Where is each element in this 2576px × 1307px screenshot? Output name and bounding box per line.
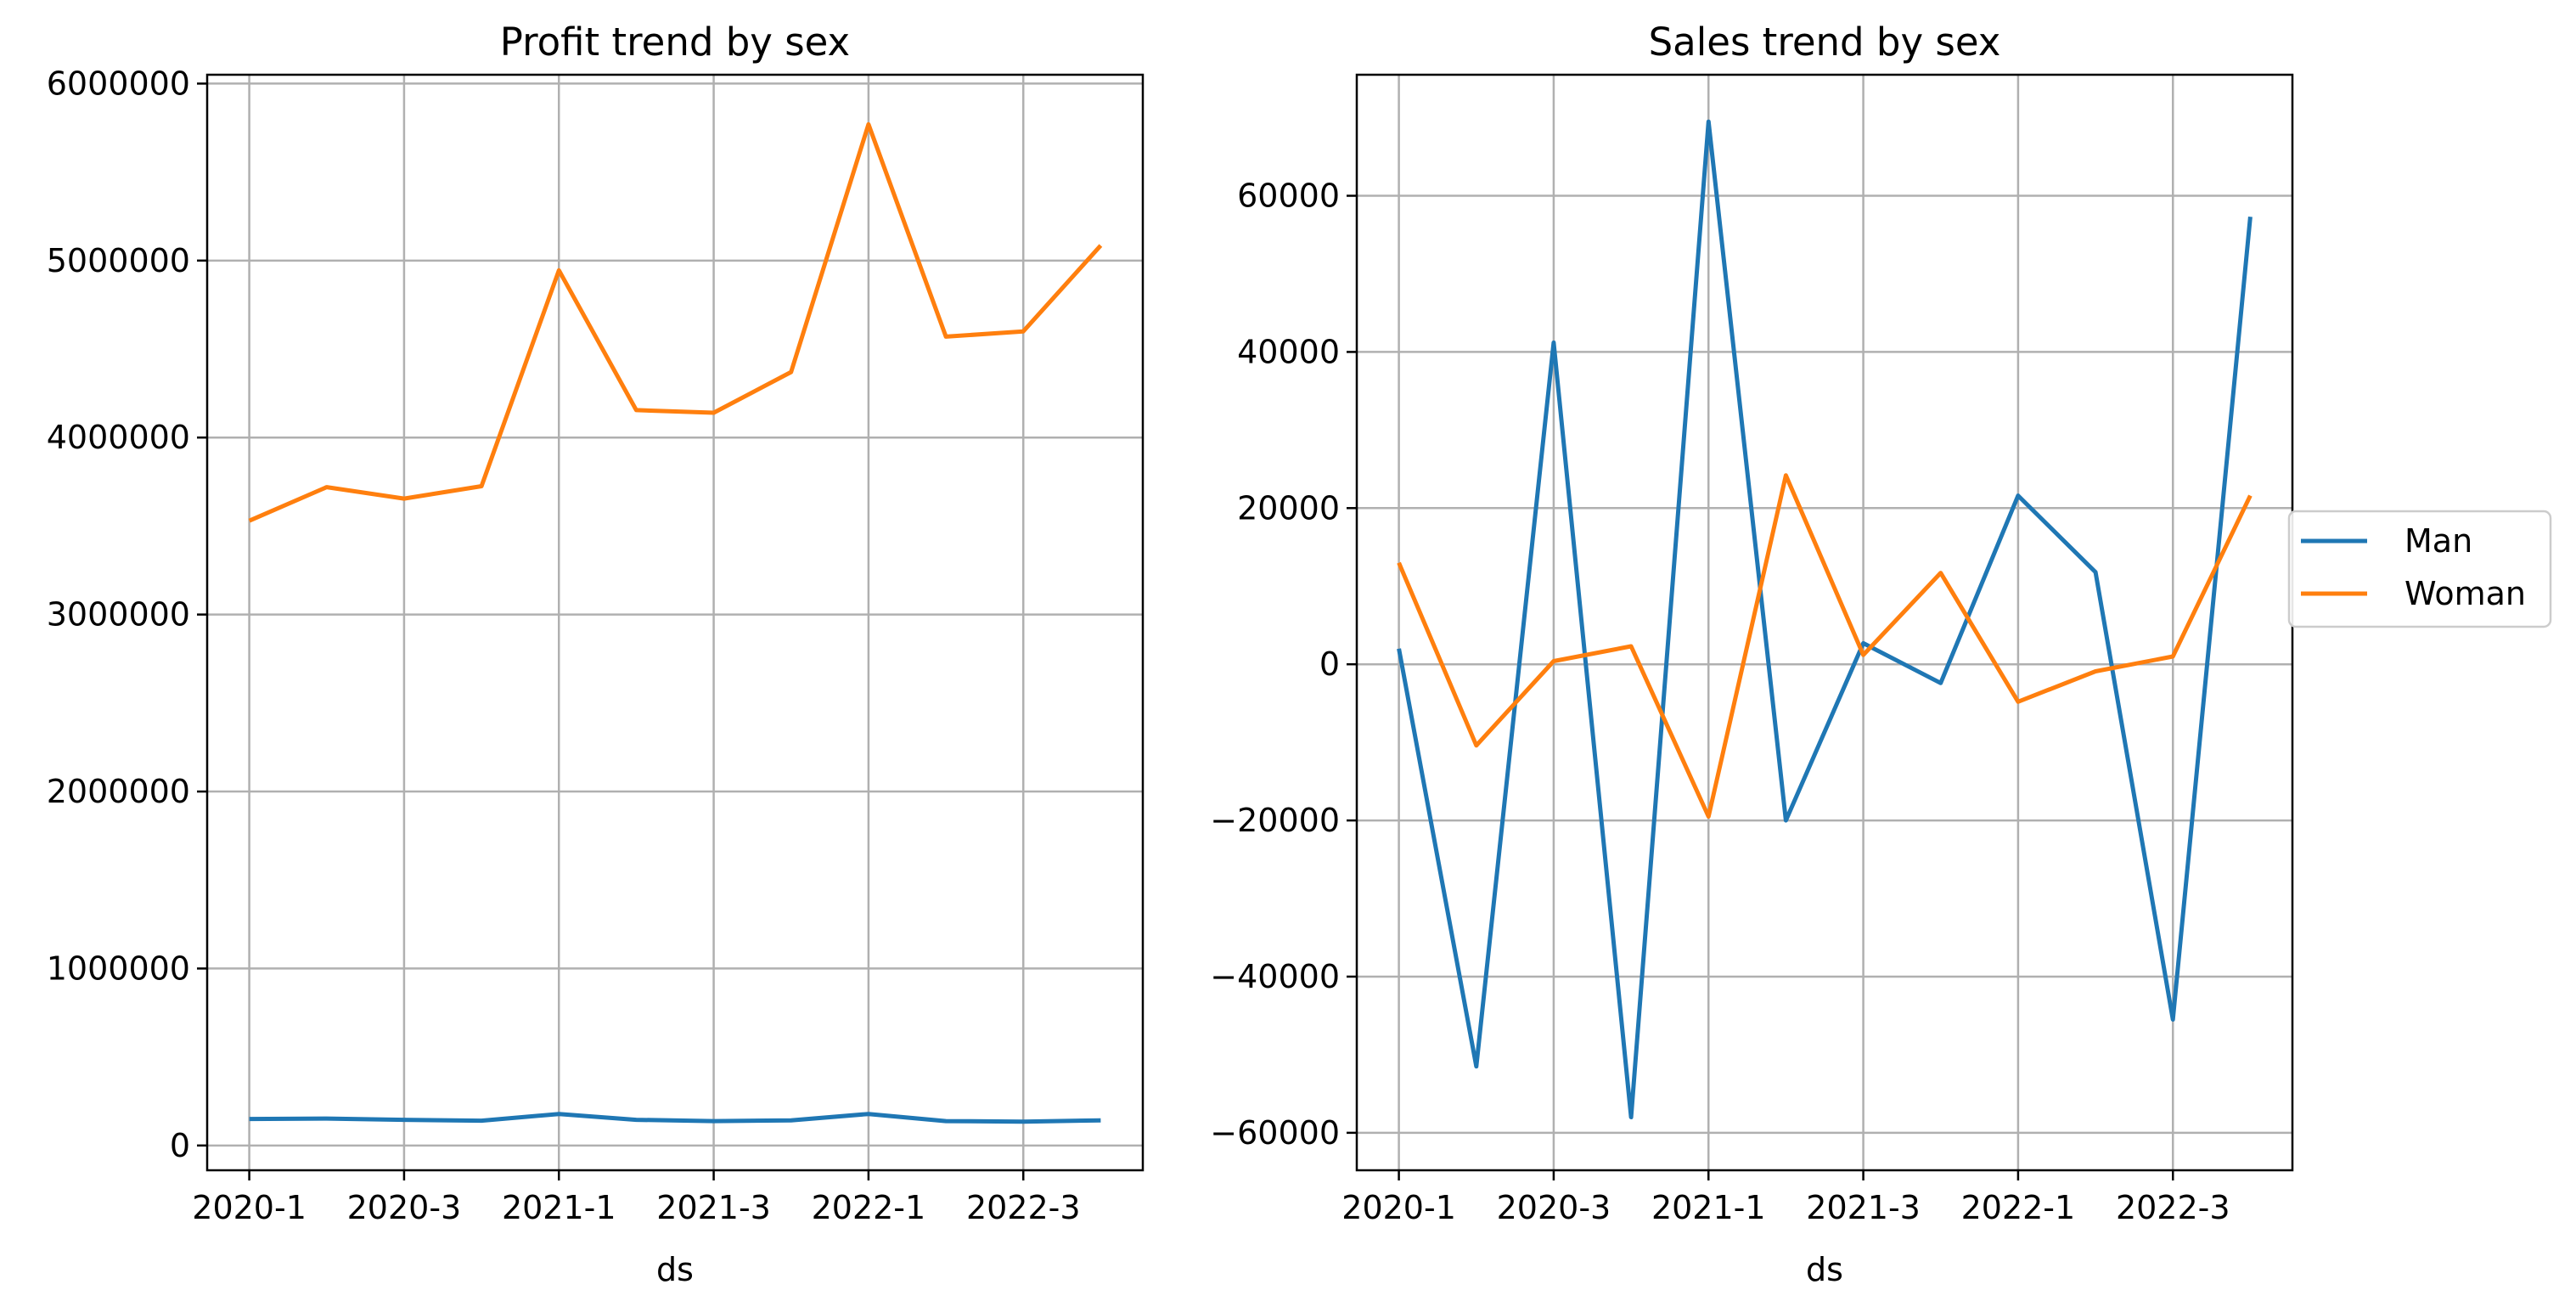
y-tick-label: 20000	[1237, 489, 1340, 527]
y-tick-label: 4000000	[47, 419, 190, 456]
y-tick-label: −40000	[1210, 958, 1340, 995]
y-tick-label: 5000000	[47, 242, 190, 279]
legend-label-woman: Woman	[2404, 575, 2526, 612]
series-line-man	[1397, 119, 2253, 1119]
y-tick-label: −60000	[1210, 1114, 1340, 1152]
series-line-2	[248, 121, 1103, 523]
x-tick-label: 2020-1	[1341, 1189, 1456, 1226]
x-tick-label: 2020-3	[347, 1189, 462, 1226]
series-line-1	[249, 1112, 1101, 1124]
chart-2: 2020-1 2020-3 2021-1 2021-3 2022-1 2022-3 −600…	[1210, 20, 2552, 1288]
chart-1: 2020-1 2020-3 2021-1 2021-3 2022-1 2022-3 0 100…	[47, 20, 1145, 1288]
y-tick-label: 0	[170, 1127, 190, 1164]
y-tick-label: 6000000	[47, 65, 190, 102]
y-tick-label: 60000	[1237, 177, 1340, 215]
x-tick-label: 2020-3	[1497, 1189, 1611, 1226]
x-axis-label: ds	[1806, 1251, 1843, 1288]
y-tick-label: 40000	[1237, 333, 1340, 370]
legend-label-man: Man	[2404, 522, 2472, 560]
x-tick-label: 2020-1	[192, 1189, 307, 1226]
x-tick-label: 2022-3	[2116, 1189, 2230, 1226]
x-tick-label: 2022-3	[966, 1189, 1081, 1226]
x-tick-label: 2021-3	[656, 1189, 771, 1226]
y-tick-label: −20000	[1210, 802, 1340, 839]
x-tick-label: 2022-1	[1961, 1189, 2076, 1226]
legend: Man Woman	[2287, 510, 2552, 628]
y-tick-label: 2000000	[47, 773, 190, 810]
plot-frame	[205, 73, 1145, 1172]
y-tick-label: 0	[1319, 645, 1340, 683]
x-tick-label: 2022-1	[812, 1189, 926, 1226]
series-line-woman	[1397, 473, 2253, 819]
chart-title: Profit trend by sex	[500, 20, 850, 65]
x-axis-label: ds	[656, 1251, 694, 1288]
x-tick-label: 2021-3	[1806, 1189, 1921, 1226]
plot-frame	[1355, 73, 2294, 1172]
y-tick-label: 3000000	[47, 596, 190, 634]
x-tick-label: 2021-1	[502, 1189, 616, 1226]
y-tick-label: 1000000	[47, 949, 190, 987]
chart-title: Sales trend by sex	[1649, 20, 2001, 65]
x-tick-label: 2021-1	[1651, 1189, 1766, 1226]
